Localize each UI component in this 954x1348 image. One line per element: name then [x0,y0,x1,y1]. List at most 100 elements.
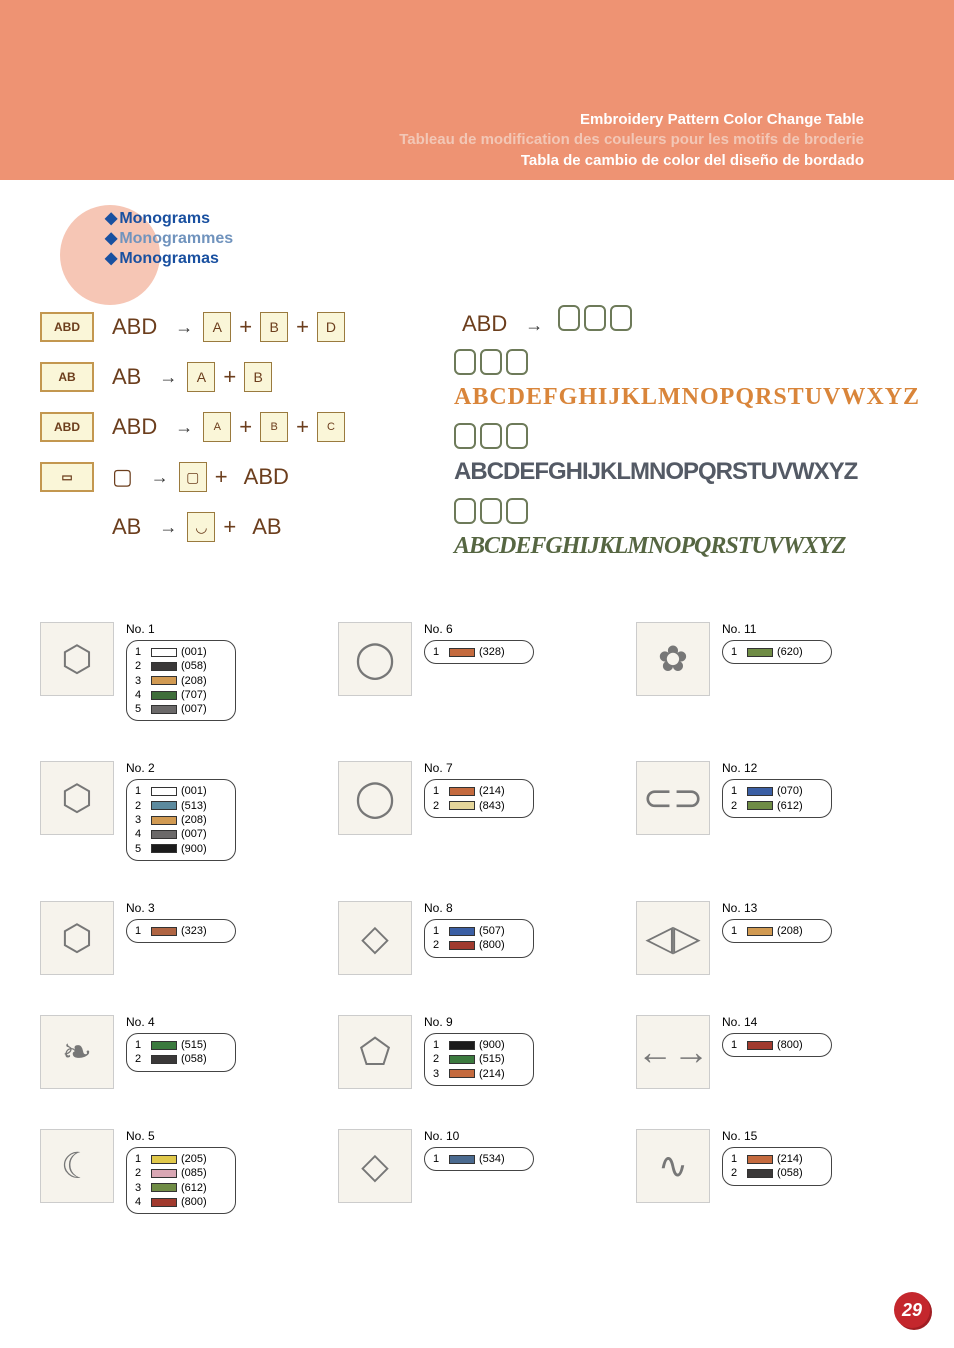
color-row: 2(800) [433,938,525,952]
color-row: 3(612) [135,1181,227,1195]
color-row: 5(007) [135,702,227,716]
tag-box: AB [40,362,94,392]
header-banner: Embroidery Pattern Color Change Table Ta… [0,0,954,180]
pattern-cell: ⬡No. 31(323) [40,901,318,975]
pattern-number: No. 5 [126,1129,318,1143]
pattern-thumb: ◇ [338,1129,412,1203]
section-heading: ◆Monograms ◆Monogrammes ◆Monogramas [40,205,240,285]
color-row: 1(214) [731,1152,823,1166]
color-row: 2(612) [731,799,823,813]
color-row: 1(800) [731,1038,823,1052]
title-fr: Tableau de modification des couleurs pou… [399,130,864,150]
color-row: 1(070) [731,784,823,798]
color-list: 1(001)2(058)3(208)4(707)5(007) [126,640,236,721]
pattern-thumb: ☾ [40,1129,114,1203]
section-es: Monogramas [119,250,219,267]
color-list: 1(214)2(843) [424,779,534,818]
pattern-cell: ⊂⊃ No. 12 1(070)2(612) [636,761,914,860]
section-fr: Monogrammes [119,230,233,247]
pattern-thumb: ✿ [636,622,710,696]
pattern-number: No. 7 [424,761,616,775]
pattern-number: No. 12 [722,761,914,775]
color-row: 1(507) [433,924,525,938]
color-row: 1(515) [135,1038,227,1052]
pattern-thumb: ⊂⊃ [636,761,710,835]
color-row: 1(620) [731,645,823,659]
alphabet-green: ABCDEFGHIJKLMNOPQRSTUVWXYZ [454,533,914,560]
title-es: Tabla de cambio de color del diseño de b… [399,151,864,171]
pattern-cell: ✿ No. 11 1(620) [636,622,914,721]
pattern-thumb: ⬠ [338,1015,412,1089]
diagram-zone: ABD ABD→ A+ B+ D AB AB→ A+ B ABD ABD→ A+… [40,305,914,572]
pattern-number: No. 11 [722,622,914,636]
pattern-thumb: ⬡ [40,622,114,696]
tag-box: ABD [40,412,94,442]
color-row: 2(843) [433,799,525,813]
title-en: Embroidery Pattern Color Change Table [399,110,864,130]
pattern-thumb: ∿ [636,1129,710,1203]
color-row: 1(323) [135,924,227,938]
color-row: 2(513) [135,799,227,813]
heading-labels: ◆Monograms ◆Monogrammes ◆Monogramas [105,208,233,268]
pattern-number: No. 4 [126,1015,318,1029]
pattern-cell: ☾ No. 5 1(205)2(085)3(612)4(800) [40,1129,318,1214]
color-list: 1(328) [424,640,534,664]
color-list: 1(323) [126,919,236,943]
color-row: 3(214) [433,1067,525,1081]
color-list: 1(214)2(058) [722,1147,832,1186]
content-area: ◆Monograms ◆Monogrammes ◆Monogramas ABD … [0,180,954,1214]
alphabet-grey: ABCDEFGHIJKLMNOPQRSTUVWXYZ [454,458,914,486]
tag-box: ABD [40,312,94,342]
color-row: 4(007) [135,827,227,841]
color-row: 5(900) [135,842,227,856]
section-en: Monograms [119,210,210,227]
pattern-number: No. 13 [722,901,914,915]
color-list: 1(001)2(513)3(208)4(007)5(900) [126,779,236,860]
pattern-cell: ←→ No. 14 1(800) [636,1015,914,1089]
pattern-number: No. 9 [424,1015,616,1029]
color-list: 1(534) [424,1147,534,1171]
pattern-cell: ◇No. 81(507)2(800) [338,901,616,975]
pattern-thumb: ←→ [636,1015,710,1089]
pattern-cell: ∿ No. 15 1(214)2(058) [636,1129,914,1214]
color-list: 1(800) [722,1033,832,1057]
diagram-left: ABD ABD→ A+ B+ D AB AB→ A+ B ABD ABD→ A+… [40,305,444,572]
color-row: 1(001) [135,784,227,798]
color-row: 1(900) [433,1038,525,1052]
color-row: 1(001) [135,645,227,659]
pattern-cell: ⬠ No. 9 1(900)2(515)3(214) [338,1015,616,1089]
page-number: 29 [894,1292,930,1328]
color-list: 1(900)2(515)3(214) [424,1033,534,1086]
color-row: 1(534) [433,1152,525,1166]
pattern-cell: ⬡No. 11(001)2(058)3(208)4(707)5(007) [40,622,318,721]
color-list: 1(507)2(800) [424,919,534,958]
color-row: 1(208) [731,924,823,938]
color-row: 1(214) [433,784,525,798]
color-row: 3(208) [135,813,227,827]
pattern-cell: ◯ No. 6 1(328) [338,622,616,721]
color-row: 4(707) [135,688,227,702]
pattern-thumb: ⬡ [40,761,114,835]
alphabet-orange: ABCDEFGHIJKLMNOPQRSTUVWXYZ [454,384,914,411]
color-row: 2(058) [731,1166,823,1180]
pattern-number: No. 6 [424,622,616,636]
pattern-number: No. 2 [126,761,318,775]
pattern-thumb: ◯ [338,622,412,696]
color-list: 1(515)2(058) [126,1033,236,1072]
color-row: 4(800) [135,1195,227,1209]
tag-box: ▭ [40,462,94,492]
color-list: 1(208) [722,919,832,943]
pattern-cell: ◯ No. 7 1(214)2(843) [338,761,616,860]
pattern-cell: ⬡ No. 2 1(001)2(513)3(208)4(007)5(900) [40,761,318,860]
pattern-cell: ◇No. 101(534) [338,1129,616,1214]
color-list: 1(070)2(612) [722,779,832,818]
pattern-thumb: ◯ [338,761,412,835]
color-row: 2(085) [135,1166,227,1180]
pattern-cell: ◁▷No. 131(208) [636,901,914,975]
pattern-number: No. 15 [722,1129,914,1143]
pattern-thumb: ⬡ [40,901,114,975]
color-row: 1(205) [135,1152,227,1166]
color-row: 2(515) [433,1052,525,1066]
color-list: 1(205)2(085)3(612)4(800) [126,1147,236,1214]
pattern-number: No. 14 [722,1015,914,1029]
